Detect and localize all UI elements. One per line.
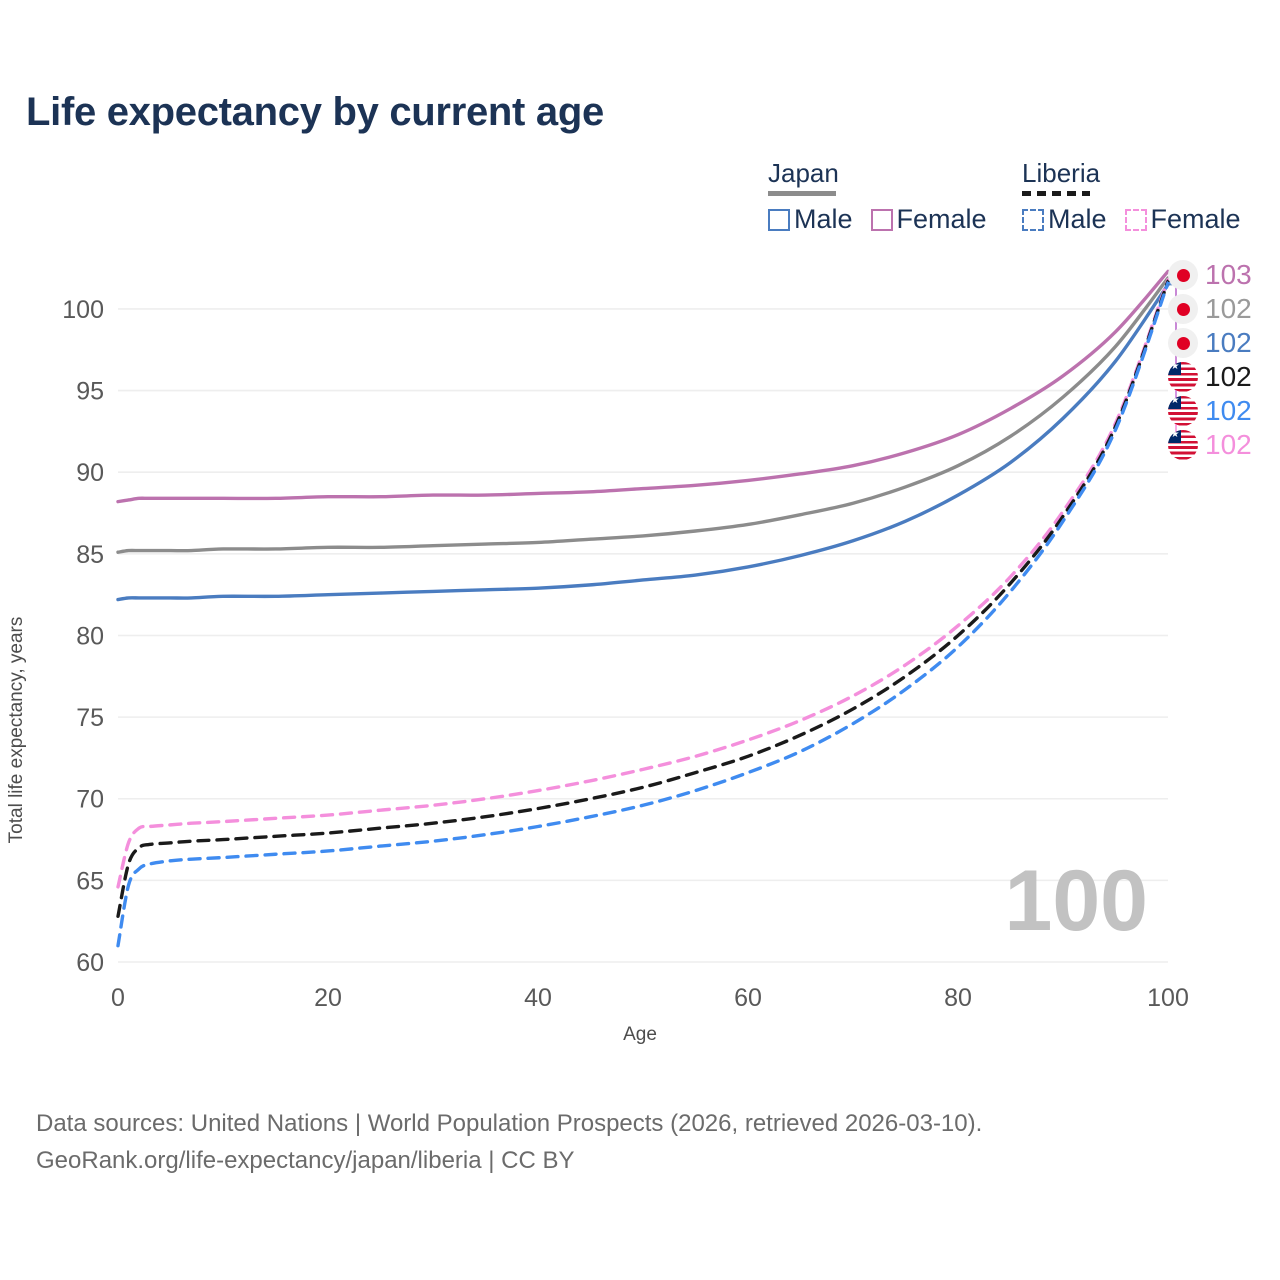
series-line-japan-total — [116, 276, 1170, 554]
end-label-value: 102 — [1205, 361, 1252, 392]
y-tick-label: 75 — [76, 704, 104, 732]
page-title: Life expectancy by current age — [26, 90, 604, 134]
legend-swatch-icon-japan-male — [768, 208, 790, 231]
legend-label-japan-male: Male — [794, 204, 853, 234]
legend-rule-japan — [768, 191, 836, 196]
y-tick-label: 100 — [62, 296, 104, 324]
y-axis-tick-labels: 60 65 70 75 80 85 90 95 100 — [62, 296, 104, 977]
japan-flag-icon — [1168, 294, 1198, 324]
footer: Data sources: United Nations | World Pop… — [36, 1105, 982, 1179]
legend-group-title-liberia: Liberia — [1022, 158, 1101, 188]
chart-gridlines — [118, 308, 1168, 963]
legend-swatch-icon-liberia-female — [1124, 208, 1147, 231]
end-label-row: 102 — [1168, 428, 1252, 462]
chart-watermark: 100 — [1005, 853, 1149, 949]
end-label-value: 103 — [1205, 259, 1252, 290]
y-tick-label: 65 — [76, 867, 104, 895]
series-line-liberia-total — [116, 279, 1170, 918]
legend-group-title-japan: Japan — [768, 158, 839, 188]
end-label-row: 103 — [1168, 258, 1252, 292]
x-axis-tick-labels: 0 20 40 60 80 100 — [111, 984, 1189, 1012]
end-label-row: 102 — [1168, 292, 1252, 326]
x-tick-label: 80 — [944, 984, 972, 1012]
series-line-japan-male — [116, 282, 1170, 602]
legend-label-liberia-male: Male — [1048, 204, 1107, 234]
x-tick-label: 60 — [734, 984, 762, 1012]
y-tick-label: 90 — [76, 459, 104, 487]
liberia-flag-icon — [1168, 396, 1198, 426]
footer-line-2: GeoRank.org/life-expectancy/japan/liberi… — [36, 1147, 575, 1175]
japan-flag-icon — [1168, 260, 1198, 290]
chart-legend: Japan Male Female Liberia Male — [760, 160, 1260, 240]
line-chart-svg: 60 65 70 75 80 85 90 95 100 0 20 40 60 80 100 100 Tot… — [6, 269, 1190, 1045]
end-label-value: 102 — [1205, 293, 1252, 324]
x-tick-label: 0 — [111, 984, 125, 1012]
y-tick-label: 60 — [76, 949, 104, 977]
legend-group-liberia: Liberia Male Female — [1022, 160, 1241, 235]
legend-item-liberia-male[interactable]: Male — [1022, 204, 1107, 235]
end-label-value: 102 — [1205, 395, 1252, 426]
legend-label-liberia-female: Female — [1150, 204, 1241, 234]
end-label-value: 102 — [1205, 429, 1252, 460]
legend-swatch-icon-japan-female — [870, 208, 893, 231]
y-axis-title: Total life expectancy, years — [6, 617, 27, 844]
chart-plot-area: 60 65 70 75 80 85 90 95 100 0 20 40 60 80 100 100 Tot… — [0, 250, 1280, 1050]
x-axis-title: Age — [623, 1024, 657, 1045]
liberia-flag-icon — [1168, 362, 1198, 392]
legend-swatch-icon-liberia-male — [1022, 208, 1044, 231]
series-line-japan-female — [116, 269, 1170, 504]
end-label-row: 102 — [1168, 394, 1252, 428]
legend-group-japan: Japan Male Female — [768, 160, 987, 235]
end-label-row: 102 — [1168, 326, 1252, 360]
x-tick-label: 20 — [314, 984, 342, 1012]
chart-series-lines — [116, 269, 1170, 948]
end-label-row: 102 — [1168, 360, 1252, 394]
legend-item-japan-female[interactable]: Female — [870, 204, 987, 235]
legend-item-japan-male[interactable]: Male — [768, 204, 853, 235]
y-tick-label: 80 — [76, 622, 104, 650]
end-label-value: 102 — [1205, 327, 1252, 358]
x-tick-label: 100 — [1147, 984, 1189, 1012]
footer-line-1: Data sources: United Nations | World Pop… — [36, 1110, 983, 1137]
legend-item-liberia-female[interactable]: Female — [1124, 204, 1241, 235]
y-tick-label: 70 — [76, 786, 104, 814]
series-line-liberia-female — [116, 277, 1170, 889]
x-tick-label: 40 — [524, 984, 552, 1012]
legend-items-liberia: Male Female — [1022, 204, 1241, 235]
series-line-liberia-male — [116, 281, 1170, 948]
legend-items-japan: Male Female — [768, 204, 987, 235]
liberia-flag-icon — [1168, 430, 1198, 460]
japan-flag-icon — [1168, 328, 1198, 358]
y-tick-label: 95 — [76, 378, 104, 406]
y-tick-label: 85 — [76, 541, 104, 569]
legend-label-japan-female: Female — [896, 204, 987, 234]
legend-rule-liberia — [1022, 191, 1090, 196]
